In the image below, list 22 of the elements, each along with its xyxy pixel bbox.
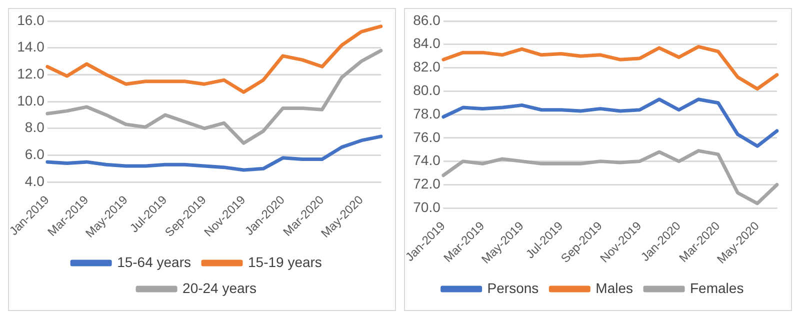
legend-label: 20-24 years (182, 280, 256, 296)
y-tick-label: 6.0 (24, 146, 45, 162)
y-tick-label: 16.0 (17, 12, 45, 28)
legend-label: 15-19 years (248, 254, 322, 270)
y-tick-label: 76.0 (413, 128, 441, 145)
legend-label: Males (596, 280, 634, 296)
legend-label: 15-64 years (117, 254, 192, 270)
y-tick-label: 70.0 (413, 198, 441, 215)
y-tick-label: 82.0 (413, 58, 441, 75)
legend-label: Females (690, 280, 744, 296)
y-tick-label: 78.0 (413, 105, 441, 122)
y-tick-label: 10.0 (17, 92, 45, 108)
y-tick-label: 80.0 (413, 82, 441, 98)
y-tick-label: 12.0 (17, 66, 45, 82)
y-tick-label: 72.0 (413, 176, 441, 192)
y-tick-label: 4.0 (24, 172, 45, 189)
y-tick-label: 74.0 (413, 152, 441, 168)
y-tick-label: 8.0 (24, 119, 45, 136)
y-tick-label: 86.0 (413, 12, 441, 28)
legend-label: Persons (487, 280, 539, 296)
y-tick-label: 84.0 (413, 35, 441, 52)
y-tick-label: 14.0 (17, 38, 45, 55)
